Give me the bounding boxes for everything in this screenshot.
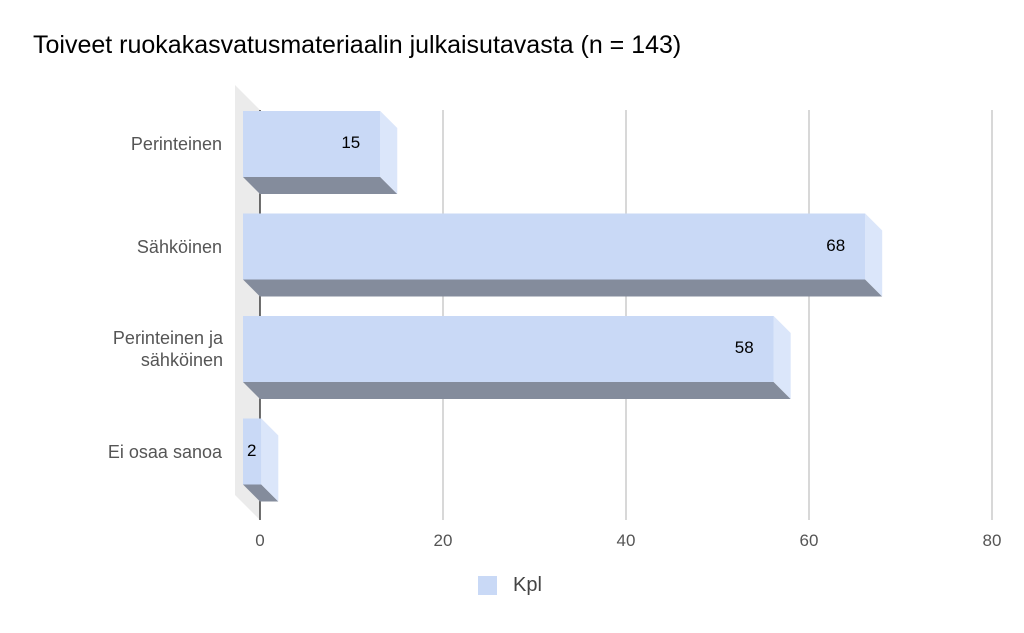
- chart-title: Toiveet ruokakasvatusmateriaalin julkais…: [33, 31, 682, 59]
- data-label: 58: [734, 338, 754, 357]
- x-tick-label: 40: [616, 531, 636, 550]
- bar-0: [243, 111, 398, 194]
- category-label: Ei osaa sanoa: [107, 441, 222, 462]
- bar-side-face: [380, 111, 398, 194]
- x-tick-label: 0: [255, 531, 265, 550]
- x-tick-label: 20: [433, 531, 453, 550]
- x-tick-label: 80: [982, 531, 1002, 550]
- bar-front-face: [243, 213, 866, 280]
- category-label: Perinteinen: [130, 134, 222, 154]
- bar-bottom-face: [243, 382, 791, 399]
- bar-1: [243, 213, 883, 297]
- bar-2: [243, 316, 791, 399]
- gridlines: [442, 110, 993, 520]
- bar-side-face: [261, 418, 279, 502]
- data-label: 68: [826, 235, 846, 255]
- bar-bottom-face: [243, 279, 883, 297]
- data-label: 15: [341, 133, 361, 152]
- chart-back-wall: [235, 85, 260, 520]
- bar-bottom-face: [243, 484, 279, 502]
- bar-side-face: [865, 213, 883, 297]
- legend: Kpl: [478, 574, 542, 597]
- bar-front-face: [243, 418, 262, 485]
- back-wall-panel: [235, 85, 260, 520]
- bar-front-face: [243, 316, 774, 382]
- data-label: 2: [247, 440, 257, 460]
- bar-front-face: [243, 111, 381, 177]
- bar-3: [243, 418, 279, 502]
- bar-side-face: [773, 316, 791, 399]
- legend-swatch: [478, 576, 497, 595]
- x-tick-label: 60: [799, 531, 819, 550]
- bar-bottom-face: [243, 177, 398, 194]
- bar-series-kpl: [243, 111, 883, 502]
- legend-label: Kpl: [513, 574, 542, 596]
- category-label: Perinteinen ja sähköinen: [112, 328, 223, 370]
- category-label: Sähköinen: [136, 236, 222, 257]
